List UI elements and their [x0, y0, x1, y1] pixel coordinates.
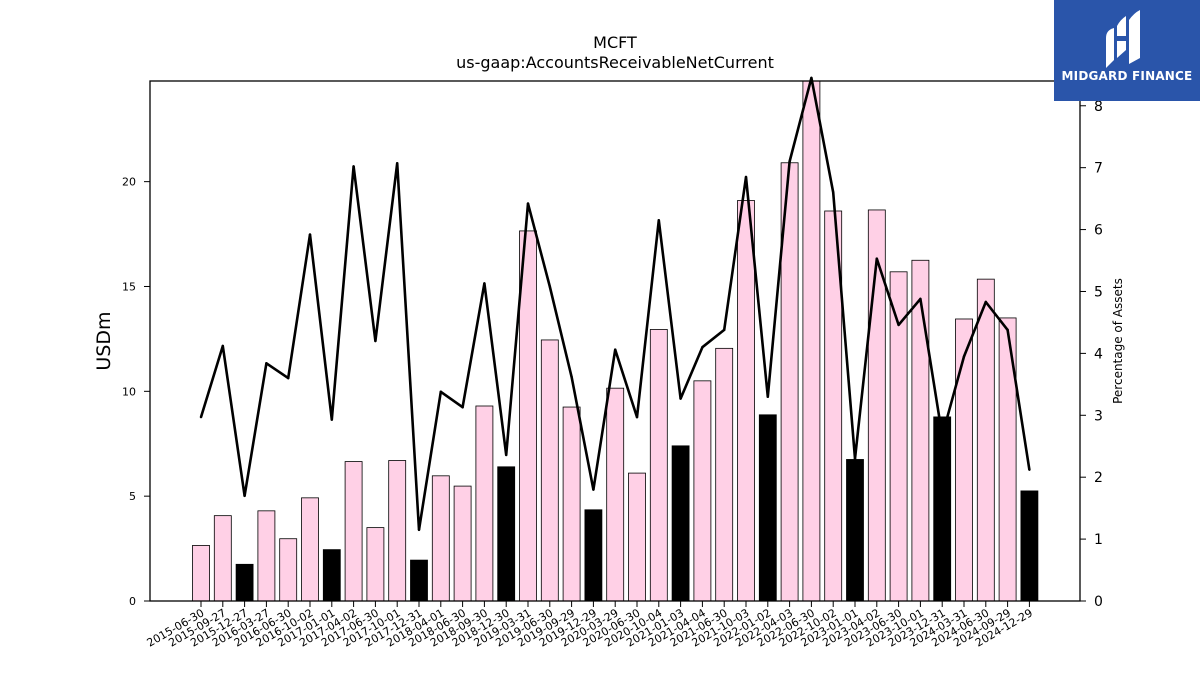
- line-point-2023-01-01: [853, 457, 857, 460]
- line-point-2023-12-31: [941, 434, 944, 437]
- line-point-2020-06-30: [635, 415, 639, 419]
- line-point-2019-03-31: [526, 202, 530, 205]
- line-point-2020-10-04: [657, 219, 660, 222]
- line-point-2019-06-30: [548, 285, 551, 288]
- line-point-2018-06-30: [461, 406, 464, 409]
- y2-tick-label: 0: [1094, 594, 1103, 610]
- bar-2018-06-30: [453, 485, 472, 602]
- line-point-2022-04-03: [788, 160, 791, 163]
- line-point-2023-04-02: [875, 257, 878, 260]
- y2-tick-label: 3: [1094, 408, 1103, 424]
- bar-2019-09-29: [562, 406, 581, 602]
- y2-axis-label: Percentage of Assets: [1111, 278, 1125, 404]
- y-tick-label: 10: [122, 385, 136, 398]
- line-point-2016-06-30: [287, 376, 290, 380]
- y-tick-label: 5: [129, 490, 136, 503]
- line-point-2021-01-03: [679, 397, 682, 400]
- line-series: [199, 76, 1031, 532]
- line-point-2017-10-01: [396, 162, 399, 165]
- y2-tick-label: 1: [1094, 532, 1103, 548]
- line-point-2024-12-29: [1028, 468, 1031, 471]
- line-point-2016-03-27: [265, 362, 268, 365]
- y-axis-label: USDm: [93, 311, 115, 370]
- line-point-2015-06-30: [199, 415, 203, 419]
- left-axis: 0 5 10 15 20: [122, 176, 150, 608]
- brand-logo: MIDGARD FINANCE: [1054, 0, 1200, 101]
- bar-2020-10-04: [649, 329, 668, 602]
- right-axis: 0 1 2 3 4 5 6 7 8: [1080, 99, 1103, 610]
- line-point-2021-04-04: [701, 345, 704, 349]
- bar-2023-01-01: [846, 459, 864, 602]
- line-point-2019-12-29: [592, 488, 595, 491]
- bar-2021-10-03: [737, 200, 755, 602]
- bar-2021-06-30: [715, 347, 734, 602]
- bar-2021-01-03: [671, 445, 690, 602]
- bar-2024-12-29: [1020, 490, 1039, 602]
- bar-2018-04-01: [431, 475, 450, 602]
- line-point-2022-06-30: [810, 76, 813, 80]
- line-point-2022-01-02: [766, 395, 769, 398]
- line-point-2023-10-01: [919, 297, 922, 301]
- bar-2018-09-30: [475, 405, 494, 602]
- bar-2020-06-30: [628, 472, 646, 602]
- bar-2017-04-02: [344, 461, 363, 602]
- line-point-2017-04-02: [352, 165, 355, 168]
- bar-2017-10-01: [388, 460, 407, 602]
- line-point-2017-06-30: [374, 339, 377, 343]
- bar-2017-12-31: [410, 559, 428, 602]
- y-tick-label: 0: [129, 595, 136, 608]
- y2-tick-label: 7: [1094, 161, 1103, 177]
- y2-tick-label: 6: [1094, 223, 1103, 239]
- line-point-2024-09-29: [1006, 328, 1009, 332]
- bar-2015-12-27: [235, 563, 254, 602]
- line-point-2018-12-30: [505, 453, 508, 457]
- bar-2022-06-30: [802, 80, 821, 602]
- y-tick-label: 20: [122, 176, 136, 189]
- line-point-2019-09-29: [570, 375, 573, 379]
- line-point-2017-01-01: [330, 418, 333, 421]
- bar-2016-03-27: [257, 510, 276, 602]
- line-point-2023-06-30: [897, 323, 900, 327]
- bar-2023-12-31: [933, 416, 952, 602]
- bar-2016-10-02: [301, 497, 319, 602]
- brand-name: MIDGARD FINANCE: [1061, 69, 1193, 83]
- line-point-2021-10-03: [744, 175, 748, 179]
- line-point-2017-12-31: [417, 528, 421, 532]
- bar-2018-12-30: [497, 466, 516, 602]
- bar-2024-06-30: [976, 278, 995, 602]
- line-point-2024-03-31: [962, 355, 966, 358]
- line-point-2021-06-30: [723, 328, 726, 332]
- bar-2023-10-01: [911, 259, 930, 602]
- bar-2017-01-01: [322, 549, 341, 602]
- bar-2021-04-04: [693, 380, 712, 602]
- line-point-2022-10-02: [832, 191, 835, 194]
- y-tick-label: 15: [122, 280, 136, 293]
- bar-2022-01-02: [758, 414, 777, 602]
- line-point-2020-03-29: [614, 348, 617, 351]
- line-point-2018-09-30: [483, 282, 486, 285]
- chart-title: MCFT: [593, 33, 637, 52]
- y2-tick-label: 5: [1094, 284, 1103, 300]
- chart-subtitle: us-gaap:AccountsReceivableNetCurrent: [456, 53, 774, 72]
- line-point-2024-06-30: [984, 300, 987, 304]
- bar-2016-06-30: [279, 538, 298, 602]
- y2-tick-label: 4: [1094, 346, 1103, 362]
- y2-tick-label: 2: [1094, 470, 1103, 486]
- bar-2017-06-30: [366, 527, 385, 602]
- x-axis: 2015-06-302015-09-272015-12-272016-03-27…: [145, 601, 1035, 650]
- line-point-2016-10-02: [308, 233, 312, 236]
- bar-series: [192, 80, 1039, 602]
- line-point-2015-12-27: [243, 494, 246, 497]
- bar-2015-06-30: [192, 545, 210, 602]
- bar-2015-09-27: [213, 515, 232, 602]
- line-point-2015-09-27: [221, 344, 224, 348]
- bar-2020-03-29: [606, 387, 625, 602]
- mf-monogram-icon: [1106, 10, 1140, 68]
- line-point-2018-04-01: [439, 390, 442, 393]
- y2-tick-label: 8: [1094, 99, 1103, 115]
- bar-2019-12-29: [584, 509, 603, 602]
- bar-2019-06-30: [540, 339, 559, 602]
